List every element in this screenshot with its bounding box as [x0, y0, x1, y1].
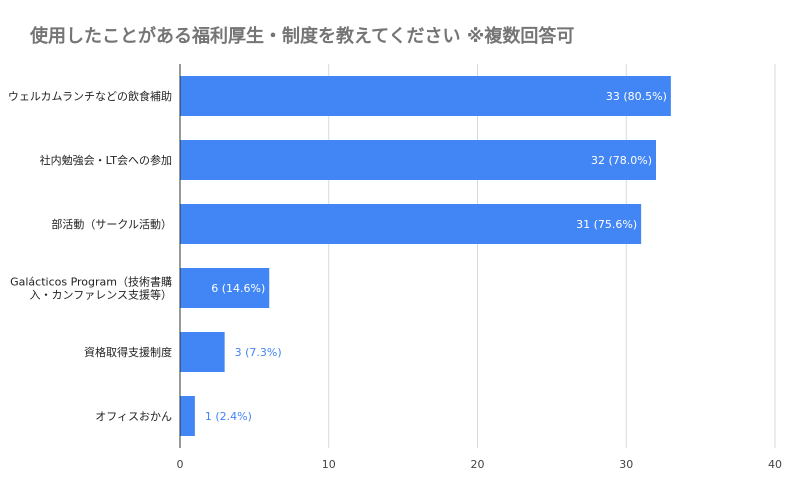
x-tick-label: 10: [322, 458, 336, 471]
chart-title: 使用したことがある福利厚生・制度を教えてください ※複数回答可: [30, 26, 575, 47]
bar: [180, 204, 642, 244]
category-label: 社内勉強会・LT会への参加: [40, 153, 172, 167]
bar: [180, 396, 195, 436]
bar: [180, 268, 270, 308]
x-tick-label: 20: [471, 458, 485, 471]
data-label: 3 (7.3%): [235, 346, 282, 359]
x-tick-label: 30: [619, 458, 633, 471]
category-label: 部活動（サークル活動）: [51, 217, 172, 231]
data-label: 1 (2.4%): [205, 410, 252, 423]
category-label: オフィスおかん: [95, 410, 172, 423]
data-label: 32 (78.0%): [591, 154, 652, 167]
category-label: 入・カンファレンス支援等）: [30, 288, 172, 302]
x-tick-label: 40: [768, 458, 782, 471]
data-label: 31 (75.6%): [576, 218, 637, 231]
bar: [180, 140, 656, 180]
bar: [180, 332, 225, 372]
data-label: 6 (14.6%): [211, 282, 265, 295]
category-label: ウェルカムランチなどの飲食補助: [8, 89, 172, 103]
category-label: Galácticos Program（技術書購: [10, 275, 172, 289]
bar: [180, 76, 671, 116]
category-label: 資格取得支援制度: [84, 345, 172, 359]
x-tick-label: 0: [177, 458, 184, 471]
data-label: 33 (80.5%): [606, 90, 667, 103]
